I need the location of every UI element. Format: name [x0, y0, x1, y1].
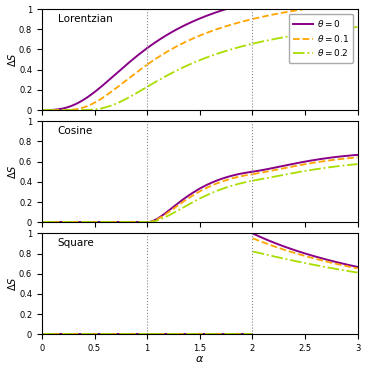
- Y-axis label: $\Delta S$: $\Delta S$: [5, 164, 18, 179]
- 0.1: [109, 220, 113, 225]
- 0.2: [41, 108, 45, 112]
- 0.2: [41, 220, 45, 225]
- 0.1: [66, 108, 71, 112]
- Legend: $\theta = 0$, $\theta = 0.1$, $\theta = 0.2$: $\theta = 0$, $\theta = 0.1$, $\theta = …: [289, 14, 353, 63]
- 0.2: [66, 220, 71, 225]
- 0.0: [41, 220, 45, 225]
- 0.2: [74, 220, 78, 225]
- 0.2: [66, 332, 71, 337]
- Text: Lorentzian: Lorentzian: [58, 14, 112, 24]
- 0.1: [74, 220, 78, 225]
- 0.2: [109, 332, 113, 337]
- Line: 0.2: 0.2: [43, 87, 147, 110]
- 0.0: [74, 102, 78, 106]
- 0.1: [134, 332, 139, 337]
- 0.1: [70, 332, 74, 337]
- 0.0: [41, 108, 45, 112]
- 0.2: [41, 332, 45, 337]
- Y-axis label: $\Delta S$: $\Delta S$: [5, 52, 18, 67]
- 0.2: [122, 220, 126, 225]
- 0.0: [134, 332, 139, 337]
- 0.0: [66, 332, 71, 337]
- 0.0: [122, 220, 126, 225]
- 0.0: [70, 220, 74, 225]
- 0.0: [70, 332, 74, 337]
- 0.1: [70, 108, 74, 112]
- 0.1: [122, 220, 126, 225]
- 0.2: [122, 332, 126, 337]
- 0.1: [109, 90, 113, 94]
- 0.1: [122, 80, 126, 84]
- 0.2: [145, 332, 149, 337]
- 0.1: [122, 332, 126, 337]
- 0.0: [109, 220, 113, 225]
- 0.1: [134, 70, 139, 74]
- 0.2: [70, 332, 74, 337]
- 0.1: [109, 332, 113, 337]
- 0.2: [70, 108, 74, 112]
- 0.2: [134, 220, 139, 225]
- 0.2: [122, 98, 126, 102]
- 0.1: [41, 108, 45, 112]
- 0.2: [134, 91, 139, 95]
- Text: Cosine: Cosine: [58, 126, 93, 136]
- 0.2: [145, 220, 149, 225]
- 0.0: [145, 332, 149, 337]
- Line: 0.1: 0.1: [43, 65, 147, 110]
- 0.1: [145, 332, 149, 337]
- 0.1: [145, 220, 149, 225]
- 0.2: [74, 108, 78, 112]
- 0.0: [109, 76, 113, 80]
- 0.1: [41, 332, 45, 337]
- 0.0: [41, 332, 45, 337]
- 0.0: [66, 220, 71, 225]
- 0.0: [74, 220, 78, 225]
- X-axis label: $\alpha$: $\alpha$: [195, 354, 205, 364]
- 0.0: [122, 332, 126, 337]
- 0.0: [70, 103, 74, 108]
- 0.2: [70, 220, 74, 225]
- 0.2: [109, 220, 113, 225]
- 0.2: [134, 332, 139, 337]
- Y-axis label: $\Delta S$: $\Delta S$: [5, 276, 18, 291]
- 0.0: [66, 105, 71, 109]
- Line: 0.0: 0.0: [43, 48, 147, 110]
- 0.0: [145, 220, 149, 225]
- 0.1: [70, 220, 74, 225]
- 0.0: [134, 54, 139, 58]
- 0.0: [134, 220, 139, 225]
- 0.1: [74, 332, 78, 337]
- 0.2: [74, 332, 78, 337]
- 0.1: [66, 220, 71, 225]
- 0.0: [145, 46, 149, 51]
- 0.1: [134, 220, 139, 225]
- 0.0: [74, 332, 78, 337]
- 0.2: [66, 108, 71, 112]
- 0.0: [109, 332, 113, 337]
- 0.0: [122, 65, 126, 69]
- 0.1: [74, 107, 78, 111]
- 0.2: [145, 85, 149, 89]
- 0.1: [66, 332, 71, 337]
- 0.1: [145, 63, 149, 67]
- 0.2: [109, 103, 113, 108]
- 0.1: [41, 220, 45, 225]
- Text: Square: Square: [58, 238, 94, 248]
